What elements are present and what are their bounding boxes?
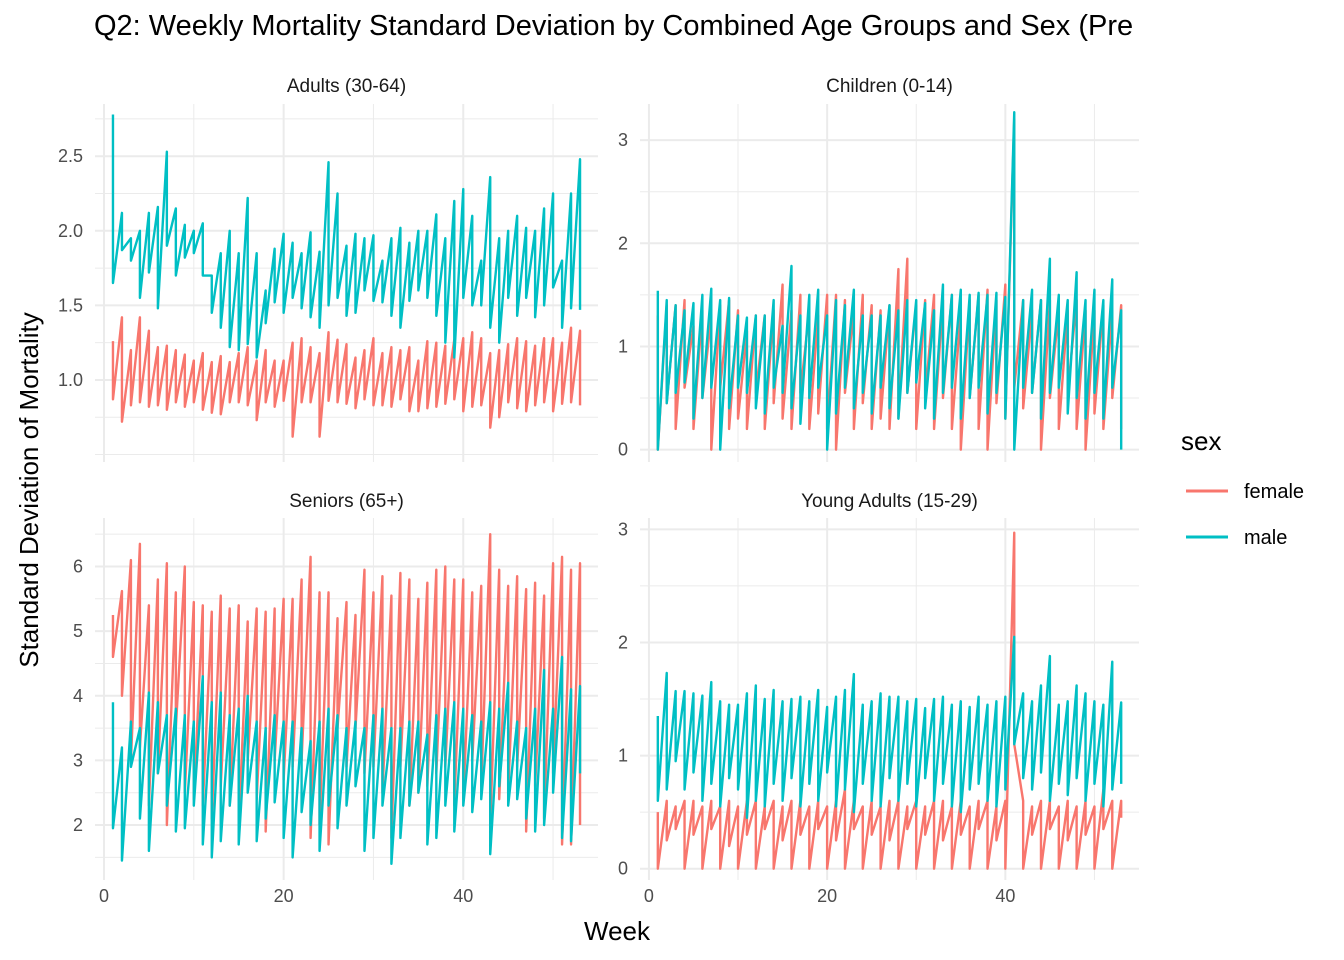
series-line-male — [656, 635, 1123, 819]
panel-children-0-14: Children (0-14) 0 1 2 3 — [618, 76, 1139, 462]
series-line-female — [656, 531, 1123, 870]
y-tick-label: 0 — [618, 859, 628, 879]
y-tick-label: 3 — [73, 750, 83, 770]
y-tick-label: 6 — [73, 556, 83, 576]
y-tick-label: 2.0 — [58, 221, 83, 241]
legend-label-female: female — [1244, 481, 1304, 503]
y-tick-label: 5 — [73, 621, 83, 641]
y-tick-label: 0 — [618, 440, 628, 460]
legend: sex female male — [1181, 426, 1304, 549]
chart-title: Q2: Weekly Mortality Standard Deviation … — [94, 10, 1134, 42]
series-line-female — [111, 316, 582, 438]
series-line-female — [111, 532, 582, 846]
y-tick-label: 2 — [618, 632, 628, 652]
panel-title-adults-30-64: Adults (30-64) — [287, 76, 406, 97]
legend-title: sex — [1181, 426, 1221, 456]
panel-seniors-65: Seniors (65+) 2 3 4 5 6 0 20 40 — [73, 491, 598, 906]
y-tick-label: 1 — [618, 336, 628, 356]
x-tick-label: 20 — [817, 886, 837, 906]
y-tick-label: 3 — [618, 519, 628, 539]
y-tick-label: 4 — [73, 686, 83, 706]
y-axis-title: Standard Deviation of Mortality — [14, 312, 44, 668]
panel-young-adults-15-29: Young Adults (15-29) 0 1 2 3 0 20 40 — [618, 491, 1139, 906]
x-tick-label: 40 — [995, 886, 1015, 906]
y-tick-label: 2 — [73, 815, 83, 835]
y-tick-label: 1.5 — [58, 295, 83, 315]
series-line-male — [111, 655, 582, 866]
y-tick-label: 1.0 — [58, 370, 83, 390]
series-line-male — [656, 111, 1123, 451]
panel-title-seniors-65: Seniors (65+) — [289, 491, 404, 512]
y-tick-label: 2 — [618, 233, 628, 253]
y-tick-label: 2.5 — [58, 146, 83, 166]
series-line-male — [111, 114, 582, 359]
panel-adults-30-64: Adults (30-64) 1.0 1.5 2.0 2.5 — [58, 76, 598, 462]
x-tick-label: 0 — [99, 886, 109, 906]
y-tick-label: 3 — [618, 130, 628, 150]
x-tick-label: 0 — [644, 886, 654, 906]
x-tick-label: 40 — [453, 886, 473, 906]
x-tick-label: 20 — [274, 886, 294, 906]
x-axis-title: Week — [584, 916, 651, 946]
panel-title-children-0-14: Children (0-14) — [826, 76, 953, 97]
panel-title-young-adults-15-29: Young Adults (15-29) — [801, 491, 978, 512]
legend-label-male: male — [1244, 527, 1287, 549]
y-tick-label: 1 — [618, 746, 628, 766]
